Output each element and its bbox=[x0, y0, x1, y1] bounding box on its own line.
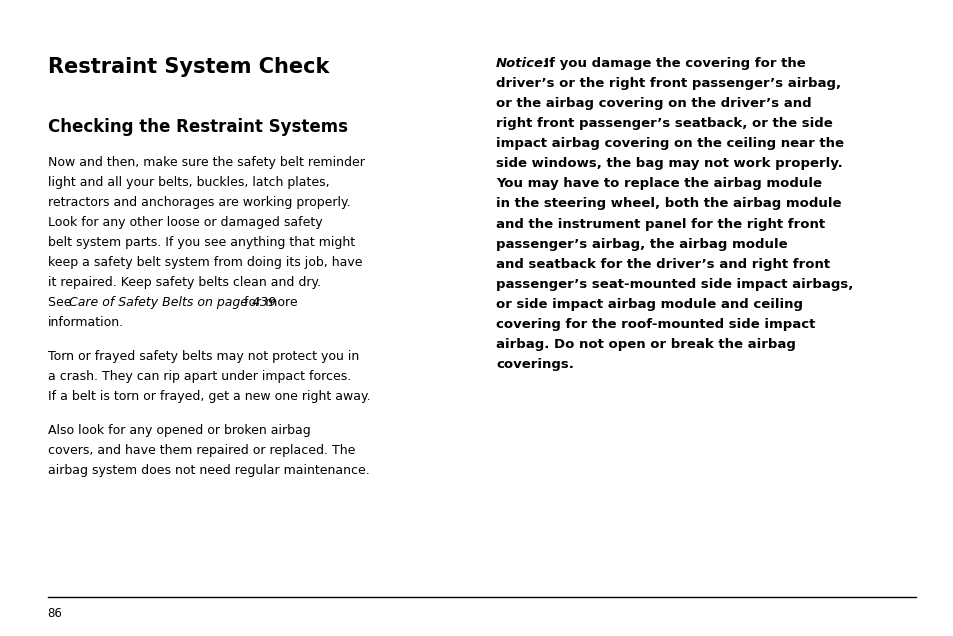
Text: for more: for more bbox=[240, 296, 297, 309]
Text: 86: 86 bbox=[48, 607, 63, 620]
Text: covers, and have them repaired or replaced. The: covers, and have them repaired or replac… bbox=[48, 444, 355, 457]
Text: airbag. Do not open or break the airbag: airbag. Do not open or break the airbag bbox=[496, 338, 795, 350]
Text: If you damage the covering for the: If you damage the covering for the bbox=[535, 57, 805, 70]
Text: driver’s or the right front passenger’s airbag,: driver’s or the right front passenger’s … bbox=[496, 77, 841, 90]
Text: and seatback for the driver’s and right front: and seatback for the driver’s and right … bbox=[496, 258, 829, 270]
Text: or the airbag covering on the driver’s and: or the airbag covering on the driver’s a… bbox=[496, 97, 811, 110]
Text: keep a safety belt system from doing its job, have: keep a safety belt system from doing its… bbox=[48, 256, 362, 269]
Text: Restraint System Check: Restraint System Check bbox=[48, 57, 329, 77]
Text: and the instrument panel for the right front: and the instrument panel for the right f… bbox=[496, 218, 824, 230]
Text: light and all your belts, buckles, latch plates,: light and all your belts, buckles, latch… bbox=[48, 176, 329, 189]
Text: it repaired. Keep safety belts clean and dry.: it repaired. Keep safety belts clean and… bbox=[48, 276, 320, 289]
Text: retractors and anchorages are working properly.: retractors and anchorages are working pr… bbox=[48, 196, 350, 209]
Text: See: See bbox=[48, 296, 75, 309]
Text: Look for any other loose or damaged safety: Look for any other loose or damaged safe… bbox=[48, 216, 322, 229]
Text: Checking the Restraint Systems: Checking the Restraint Systems bbox=[48, 118, 347, 135]
Text: Care of Safety Belts on page 439: Care of Safety Belts on page 439 bbox=[69, 296, 275, 309]
Text: belt system parts. If you see anything that might: belt system parts. If you see anything t… bbox=[48, 236, 355, 249]
Text: Notice:: Notice: bbox=[496, 57, 549, 70]
Text: covering for the roof-mounted side impact: covering for the roof-mounted side impac… bbox=[496, 317, 815, 331]
Text: If a belt is torn or frayed, get a new one right away.: If a belt is torn or frayed, get a new o… bbox=[48, 390, 370, 403]
Text: You may have to replace the airbag module: You may have to replace the airbag modul… bbox=[496, 177, 821, 190]
Text: coverings.: coverings. bbox=[496, 357, 574, 371]
Text: impact airbag covering on the ceiling near the: impact airbag covering on the ceiling ne… bbox=[496, 137, 843, 150]
Text: airbag system does not need regular maintenance.: airbag system does not need regular main… bbox=[48, 464, 369, 477]
Text: in the steering wheel, both the airbag module: in the steering wheel, both the airbag m… bbox=[496, 197, 841, 211]
Text: side windows, the bag may not work properly.: side windows, the bag may not work prope… bbox=[496, 157, 841, 170]
Text: right front passenger’s seatback, or the side: right front passenger’s seatback, or the… bbox=[496, 117, 832, 130]
Text: or side impact airbag module and ceiling: or side impact airbag module and ceiling bbox=[496, 298, 802, 310]
Text: Torn or frayed safety belts may not protect you in: Torn or frayed safety belts may not prot… bbox=[48, 350, 358, 363]
Text: information.: information. bbox=[48, 316, 124, 329]
Text: passenger’s seat-mounted side impact airbags,: passenger’s seat-mounted side impact air… bbox=[496, 277, 853, 291]
Text: a crash. They can rip apart under impact forces.: a crash. They can rip apart under impact… bbox=[48, 370, 351, 383]
Text: passenger’s airbag, the airbag module: passenger’s airbag, the airbag module bbox=[496, 237, 787, 251]
Text: Also look for any opened or broken airbag: Also look for any opened or broken airba… bbox=[48, 424, 310, 437]
Text: Now and then, make sure the safety belt reminder: Now and then, make sure the safety belt … bbox=[48, 156, 364, 169]
